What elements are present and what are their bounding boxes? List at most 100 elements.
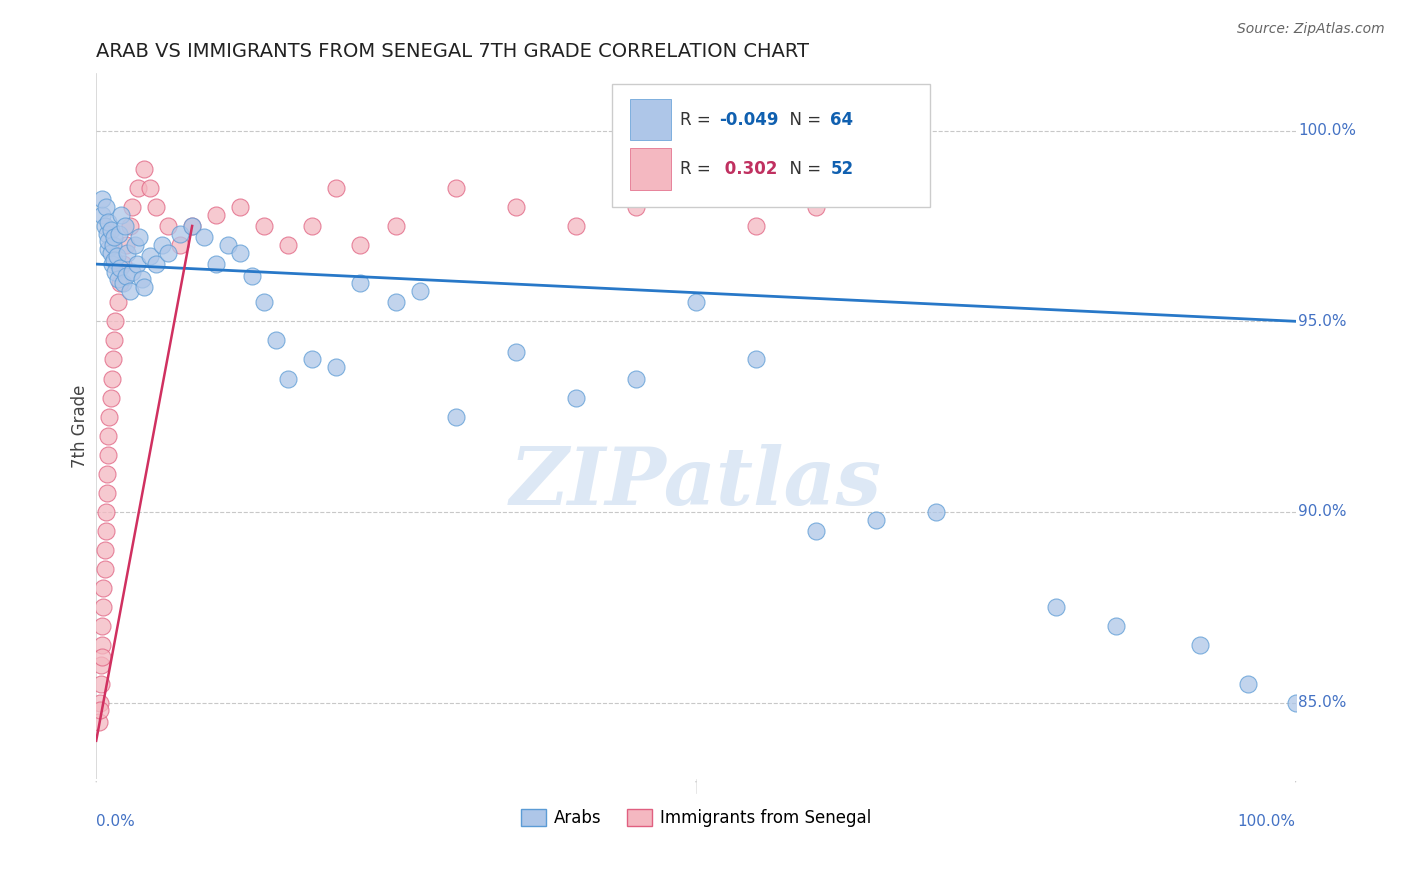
Point xyxy=(91,639,114,653)
Point xyxy=(104,314,127,328)
Point xyxy=(925,505,948,519)
Point xyxy=(349,238,371,252)
Text: 0.0%: 0.0% xyxy=(96,814,135,830)
Point xyxy=(145,200,167,214)
Text: ARAB VS IMMIGRANTS FROM SENEGAL 7TH GRADE CORRELATION CHART: ARAB VS IMMIGRANTS FROM SENEGAL 7TH GRAD… xyxy=(96,42,810,61)
Text: Source: ZipAtlas.com: Source: ZipAtlas.com xyxy=(1237,22,1385,37)
Point xyxy=(565,219,588,233)
Point xyxy=(100,391,122,405)
FancyBboxPatch shape xyxy=(630,99,671,140)
Point xyxy=(91,207,114,221)
Point xyxy=(1045,600,1067,615)
Point xyxy=(97,448,120,462)
Point xyxy=(121,265,143,279)
Point xyxy=(150,238,173,252)
Point xyxy=(349,276,371,290)
Point xyxy=(1188,639,1211,653)
Point xyxy=(105,250,128,264)
Point xyxy=(118,284,141,298)
Point xyxy=(264,334,287,348)
Point xyxy=(128,230,150,244)
Point xyxy=(624,371,647,385)
Point xyxy=(253,219,276,233)
Point xyxy=(804,524,827,538)
Text: R =: R = xyxy=(681,160,716,178)
Point xyxy=(804,200,827,214)
Point xyxy=(93,600,115,615)
Point xyxy=(157,219,180,233)
Point xyxy=(1285,696,1308,710)
Point xyxy=(253,295,276,310)
Point xyxy=(624,200,647,214)
Point xyxy=(301,219,323,233)
Point xyxy=(301,352,323,367)
Point xyxy=(97,234,120,248)
Text: 64: 64 xyxy=(831,111,853,128)
Text: 85.0%: 85.0% xyxy=(1298,695,1347,710)
Point xyxy=(90,657,112,672)
Point xyxy=(385,295,408,310)
Point xyxy=(444,409,467,424)
Point xyxy=(114,219,136,233)
Point xyxy=(93,581,115,595)
Point xyxy=(181,219,204,233)
Point xyxy=(685,181,707,195)
Text: 95.0%: 95.0% xyxy=(1298,314,1347,329)
Text: N =: N = xyxy=(779,160,827,178)
Point xyxy=(108,276,131,290)
Point xyxy=(118,219,141,233)
Point xyxy=(93,562,115,576)
Point xyxy=(229,245,252,260)
Point xyxy=(115,268,138,283)
Point xyxy=(107,272,129,286)
Point xyxy=(96,227,118,241)
Point xyxy=(115,238,138,252)
Point xyxy=(1236,676,1258,690)
Point xyxy=(97,215,120,229)
FancyBboxPatch shape xyxy=(612,84,929,208)
Point xyxy=(193,230,215,244)
Point xyxy=(101,238,124,252)
Point xyxy=(91,649,114,664)
Point xyxy=(110,207,132,221)
Point xyxy=(96,486,118,500)
Text: N =: N = xyxy=(779,111,827,128)
Point xyxy=(94,505,117,519)
Point xyxy=(205,257,228,271)
Point xyxy=(139,250,162,264)
Point xyxy=(121,200,143,214)
Point xyxy=(98,409,121,424)
Point xyxy=(101,371,124,385)
Point xyxy=(229,200,252,214)
Point xyxy=(865,513,887,527)
Point xyxy=(169,238,191,252)
Text: 0.302: 0.302 xyxy=(718,160,778,178)
Point xyxy=(103,253,125,268)
Point xyxy=(169,227,191,241)
Point xyxy=(134,280,156,294)
Point xyxy=(205,207,228,221)
Point xyxy=(745,352,768,367)
Point xyxy=(139,181,162,195)
Text: 90.0%: 90.0% xyxy=(1298,505,1347,519)
Point xyxy=(685,295,707,310)
Point xyxy=(127,181,149,195)
Point xyxy=(745,219,768,233)
Point xyxy=(100,245,122,260)
Point xyxy=(93,219,115,233)
Point xyxy=(409,284,432,298)
Point xyxy=(240,268,263,283)
Point xyxy=(91,192,114,206)
Point xyxy=(87,714,110,729)
Point xyxy=(1105,619,1128,633)
Point xyxy=(131,272,153,286)
Point xyxy=(385,219,408,233)
Point xyxy=(277,238,299,252)
Point xyxy=(97,428,120,442)
Point xyxy=(157,245,180,260)
Point xyxy=(101,257,124,271)
Point xyxy=(505,344,527,359)
Point xyxy=(117,245,139,260)
Text: 52: 52 xyxy=(831,160,853,178)
Point xyxy=(108,227,131,241)
